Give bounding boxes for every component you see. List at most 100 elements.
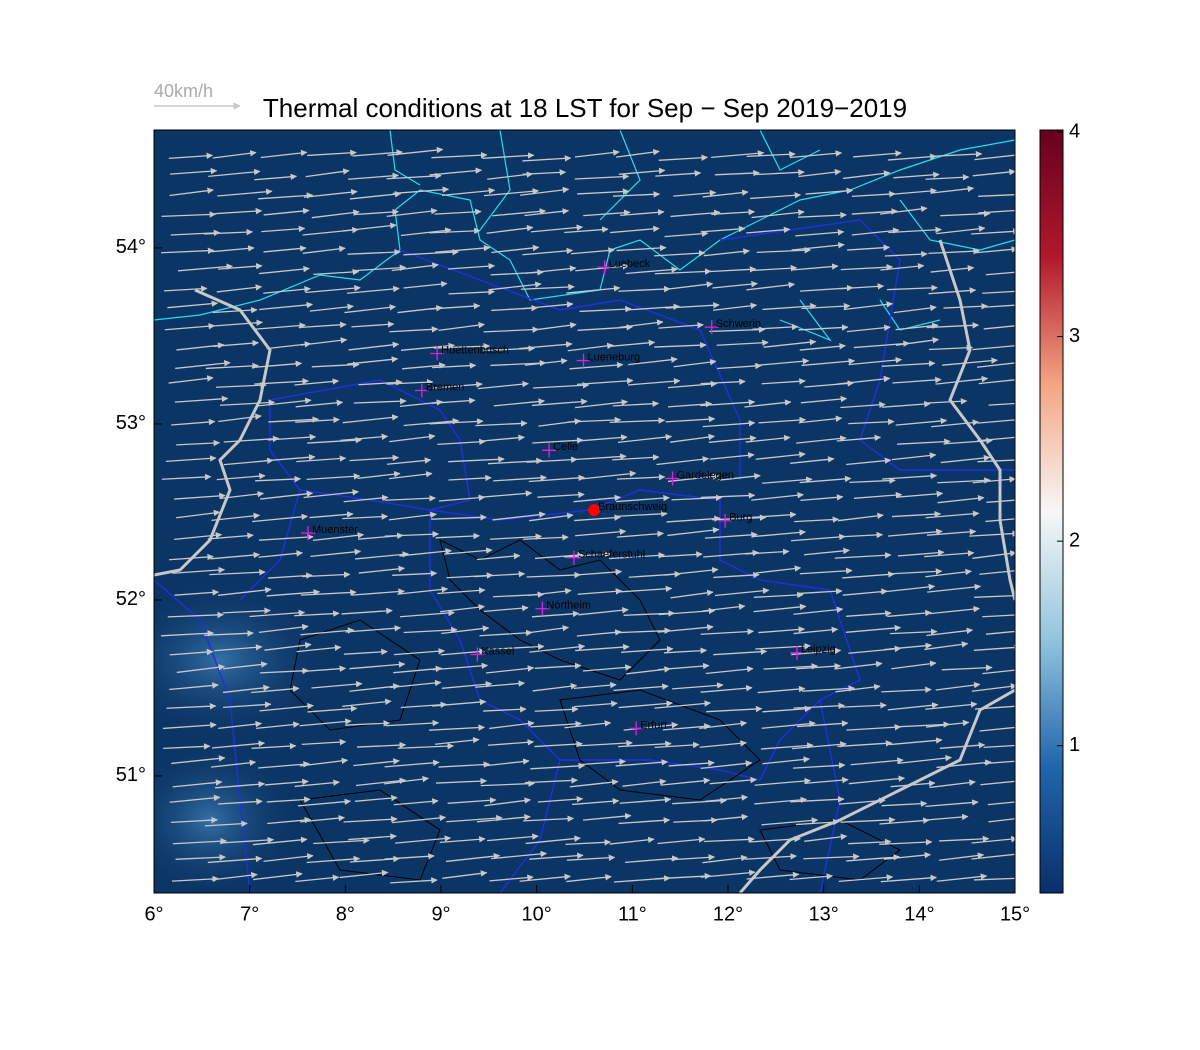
wind-vector xyxy=(671,854,716,861)
wind-vector xyxy=(746,151,796,158)
wind-vector xyxy=(211,871,258,881)
wind-vector xyxy=(672,682,724,690)
wind-vector xyxy=(531,610,580,618)
wind-vector xyxy=(352,264,407,272)
wind-vector xyxy=(397,742,455,750)
wind-vector xyxy=(746,226,791,234)
wind-vector xyxy=(657,836,706,845)
wind-vector xyxy=(522,247,574,256)
wind-vector xyxy=(169,553,214,561)
wind-vector xyxy=(888,226,942,234)
wind-vector xyxy=(163,285,208,292)
wind-vector xyxy=(761,378,806,385)
wind-vector xyxy=(848,775,906,785)
wind-vector xyxy=(618,817,671,825)
x-tick-label: 8° xyxy=(336,903,355,925)
wind-vector xyxy=(840,816,896,824)
wind-vector xyxy=(487,739,535,746)
wind-vector xyxy=(351,321,395,328)
wind-vector xyxy=(537,491,585,498)
wind-vector xyxy=(523,815,575,822)
x-tick-label: 14° xyxy=(904,903,934,925)
wind-vector xyxy=(343,816,398,823)
city-marker xyxy=(789,645,804,660)
wind-vector xyxy=(296,644,342,653)
wind-vector xyxy=(842,571,895,579)
wind-vector xyxy=(525,624,570,634)
wind-vector xyxy=(797,720,849,728)
wind-vector xyxy=(300,337,348,346)
wind-vector xyxy=(217,798,263,805)
wind-vector xyxy=(892,376,942,384)
wind-vector xyxy=(702,854,748,864)
wind-vector xyxy=(493,398,545,407)
wind-vector xyxy=(534,662,582,670)
wind-vector xyxy=(939,835,990,843)
wind-vector xyxy=(174,531,223,540)
wind-vector xyxy=(927,583,982,593)
wind-vector xyxy=(708,435,757,443)
wind-vector xyxy=(253,322,306,330)
city-label: Lueneburg xyxy=(588,351,641,363)
wind-vector xyxy=(432,698,487,707)
city-label: Schwerin xyxy=(716,318,761,330)
wind-vector xyxy=(940,210,991,217)
wind-vector xyxy=(386,172,442,180)
wind-vector xyxy=(311,361,360,368)
wind-vector xyxy=(974,154,1015,161)
wind-vector xyxy=(790,796,845,803)
wind-vector xyxy=(537,795,584,803)
wind-vector xyxy=(170,167,218,175)
wind-vector xyxy=(798,324,849,331)
wind-vector xyxy=(349,683,400,692)
wind-vector xyxy=(700,760,753,770)
wind-vector xyxy=(576,629,622,637)
wind-vector xyxy=(848,418,895,426)
wind-vector xyxy=(805,187,854,195)
wind-vector xyxy=(299,718,352,727)
wind-vector xyxy=(264,641,312,651)
wind-vector xyxy=(564,226,609,234)
wind-vector xyxy=(891,510,942,518)
wind-vector xyxy=(713,302,758,311)
wind-vector xyxy=(483,345,536,352)
wind-vector xyxy=(801,302,851,310)
wind-vector xyxy=(384,775,429,785)
wind-vector xyxy=(882,472,938,480)
colorbar-tick-label: 4 xyxy=(1069,120,1080,142)
wind-vector xyxy=(972,168,1015,177)
wind-vector xyxy=(848,838,892,846)
wind-vector xyxy=(438,321,485,331)
wind-vector xyxy=(974,705,1015,710)
wind-vector xyxy=(348,172,399,180)
wind-vector xyxy=(348,833,397,841)
wind-vector xyxy=(839,283,885,290)
wind-vector xyxy=(756,247,812,254)
wind-vector xyxy=(527,587,572,597)
wind-vector xyxy=(490,533,543,540)
wind-vector xyxy=(789,150,843,159)
wind-vector xyxy=(936,225,986,235)
wind-vector xyxy=(258,397,312,407)
wind-vector xyxy=(217,188,273,197)
wind-vector xyxy=(840,401,886,409)
wind-vector xyxy=(935,681,981,691)
wind-vector xyxy=(711,208,756,216)
wind-vector xyxy=(924,641,969,651)
wind-vector xyxy=(880,874,938,883)
map-frame xyxy=(153,129,1016,894)
wind-vector xyxy=(667,380,718,389)
wind-vector xyxy=(924,549,975,558)
wind-vector xyxy=(660,777,711,786)
wind-vector xyxy=(746,871,800,880)
city-label: Leipzig xyxy=(801,644,836,656)
wind-vector xyxy=(302,571,351,578)
wind-vector xyxy=(846,324,891,333)
wind-vector xyxy=(576,377,634,385)
wind-vector xyxy=(252,836,308,846)
wind-vector xyxy=(667,400,713,408)
wind-vector xyxy=(312,532,365,542)
wind-vector xyxy=(897,549,945,557)
wind-vector xyxy=(399,548,452,557)
wind-vector xyxy=(437,587,486,595)
